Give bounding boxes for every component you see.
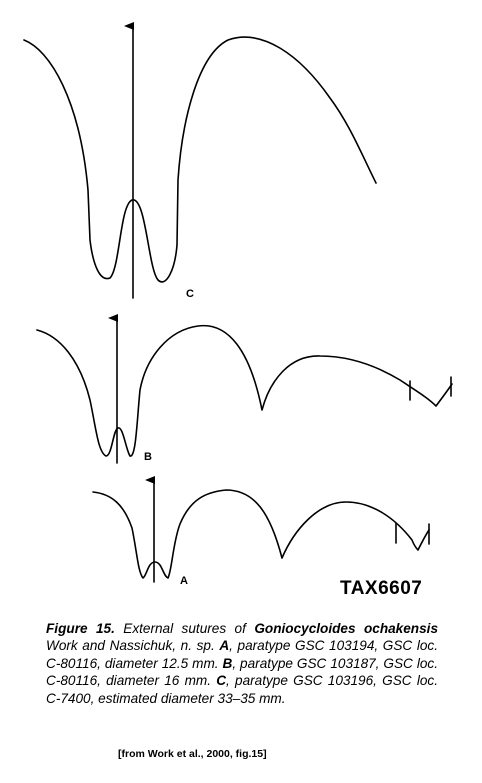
caption-text-b: , paratype GSC 103187, GSC loc. C-80116,… bbox=[46, 655, 438, 689]
caption-text-c: , paratype GSC 103196, GSC loc. C-7400, … bbox=[46, 673, 438, 706]
suture-figure: C B A bbox=[23, 22, 453, 587]
suture-panel-c: C bbox=[23, 22, 377, 300]
caption-label-b: B bbox=[222, 655, 233, 671]
caption-figure-number: Figure 15. bbox=[46, 621, 115, 636]
caption-text-authors: Work and Nassichuk, n. sp. bbox=[46, 638, 220, 654]
suture-panel-b: B bbox=[36, 314, 453, 464]
figure-caption: Figure 15. External sutures of Goniocycl… bbox=[46, 620, 438, 707]
panel-label-c: C bbox=[186, 288, 194, 300]
caption-text-a: , paratype GSC 103194, GSC loc. C-80116,… bbox=[46, 638, 438, 671]
suture-line-b bbox=[36, 324, 453, 457]
caption-text-intro: External sutures of bbox=[114, 621, 255, 636]
caption-label-c: C bbox=[216, 673, 227, 689]
source-citation: [from Work et al., 2000, fig.15] bbox=[118, 748, 267, 760]
suture-line-a bbox=[92, 489, 430, 579]
suture-panel-a: A bbox=[92, 476, 430, 587]
caption-species-name: Goniocycloides ochakensis bbox=[254, 621, 438, 636]
panel-label-a: A bbox=[180, 575, 188, 587]
specimen-tax-id: TAX6607 bbox=[340, 578, 423, 599]
caption-label-a: A bbox=[219, 638, 230, 654]
suture-line-c bbox=[23, 36, 377, 283]
panel-label-b: B bbox=[144, 451, 152, 463]
